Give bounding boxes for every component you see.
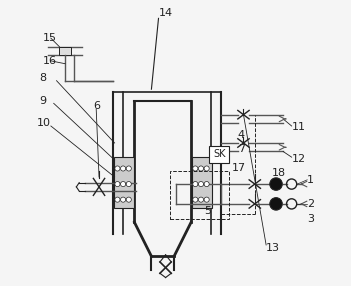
Circle shape: [126, 166, 131, 171]
Text: 6: 6: [93, 101, 100, 111]
Circle shape: [198, 197, 204, 202]
Circle shape: [198, 182, 204, 187]
Bar: [59, 47, 71, 55]
Text: 4: 4: [238, 130, 245, 140]
Text: 14: 14: [159, 8, 173, 18]
Bar: [192, 157, 212, 208]
Text: SK: SK: [213, 149, 226, 159]
Circle shape: [193, 166, 198, 171]
Text: 7: 7: [238, 144, 245, 154]
Circle shape: [204, 182, 209, 187]
Text: 9: 9: [40, 96, 47, 106]
Circle shape: [204, 166, 209, 171]
Bar: [170, 171, 229, 219]
Text: 1: 1: [307, 175, 314, 185]
Circle shape: [120, 166, 126, 171]
Circle shape: [193, 197, 198, 202]
Circle shape: [126, 197, 131, 202]
Circle shape: [270, 178, 282, 190]
Circle shape: [120, 182, 126, 187]
Text: 2: 2: [307, 199, 314, 209]
Text: 11: 11: [292, 122, 306, 132]
Circle shape: [115, 182, 120, 187]
Text: 3: 3: [307, 214, 314, 225]
Text: 8: 8: [40, 73, 47, 83]
Text: 17: 17: [232, 164, 246, 174]
Text: 5: 5: [204, 206, 211, 216]
Circle shape: [193, 182, 198, 187]
Circle shape: [120, 197, 126, 202]
Text: 13: 13: [266, 243, 280, 253]
Circle shape: [115, 197, 120, 202]
Circle shape: [198, 166, 204, 171]
Text: 18: 18: [272, 168, 286, 178]
Text: 12: 12: [292, 154, 306, 164]
Bar: [114, 157, 134, 208]
Bar: [210, 146, 229, 163]
Text: 15: 15: [42, 33, 57, 43]
Circle shape: [115, 166, 120, 171]
Text: 10: 10: [37, 118, 51, 128]
Circle shape: [204, 197, 209, 202]
Text: 16: 16: [42, 56, 57, 66]
Circle shape: [270, 198, 282, 210]
Circle shape: [126, 182, 131, 187]
